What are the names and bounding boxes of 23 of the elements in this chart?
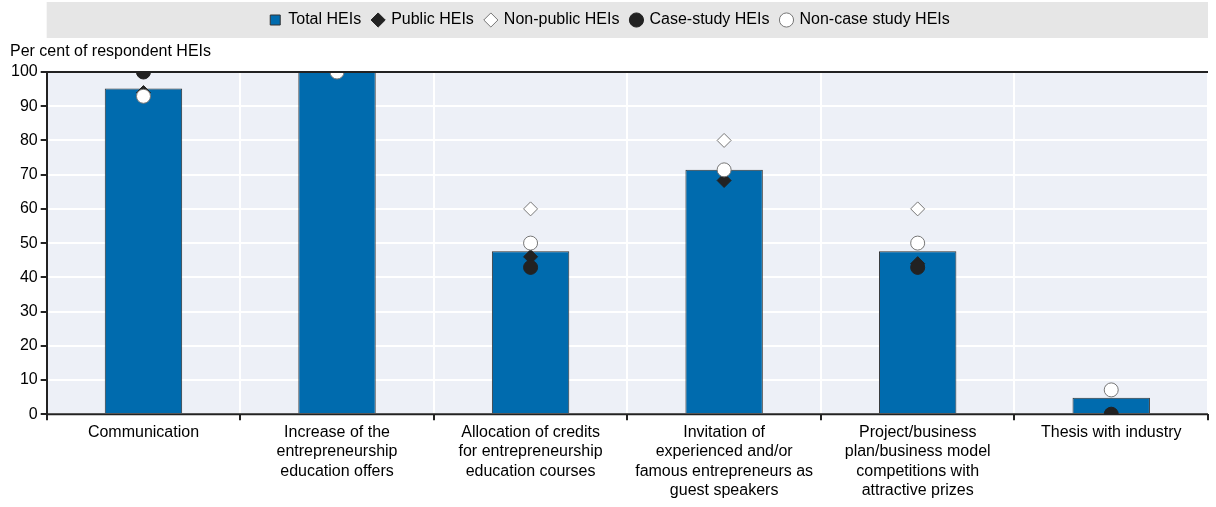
x-tick-label: Increase of the entrepreneurship education offers [276, 423, 398, 479]
legend-label: Case-study HEIs [649, 10, 770, 28]
x-tick-label: Thesis with industry [1040, 423, 1182, 441]
legend-label: Non-public HEIs [503, 10, 620, 28]
x-tick-label: Communication [87, 423, 200, 441]
y-tick-label: 30 [19, 301, 38, 319]
y-axis-title: Per cent of respondent HEIs [10, 42, 211, 60]
x-tick-label: Project/business plan/business model competitions with attractive prizes [844, 423, 991, 498]
y-tick-label: 60 [19, 199, 38, 217]
y-tick-label: 90 [19, 96, 38, 114]
legend-label: Non-case study HEIs [799, 10, 950, 28]
y-tick-label: 20 [19, 336, 38, 354]
y-tick-label: 100 [10, 62, 38, 80]
x-tick-label: Invitation of experienced and/or famous entrepreneurs as guest speakers [635, 423, 814, 498]
legend-label: Public HEIs [391, 10, 474, 28]
y-tick-label: 10 [19, 370, 38, 388]
y-tick-label: 40 [19, 267, 38, 285]
legend-label: Total HEIs [288, 10, 362, 28]
y-tick-label: 50 [19, 233, 38, 251]
y-tick-label: 70 [19, 165, 38, 183]
x-tick-label: Allocation of credits for entrepreneurship education courses [458, 423, 603, 479]
y-tick-label: 80 [19, 130, 38, 148]
y-tick-label: 0 [28, 404, 38, 422]
